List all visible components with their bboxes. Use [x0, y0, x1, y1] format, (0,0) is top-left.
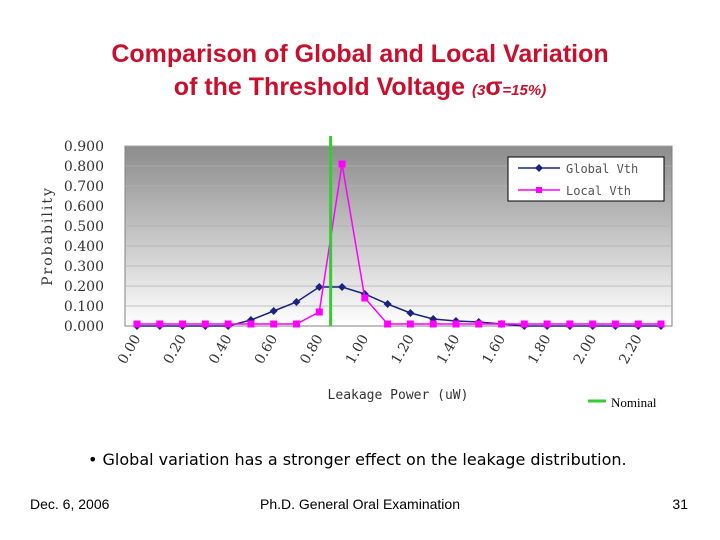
global-vth-point — [406, 309, 415, 317]
title-line-2-text: of the Threshold Voltage — [173, 73, 466, 101]
local-vth-point — [247, 320, 255, 328]
local-vth-point — [452, 320, 460, 328]
local-vth-point — [384, 320, 392, 328]
y-tick-label: 0.800 — [64, 159, 104, 175]
legend-local-label: Local Vth — [566, 184, 631, 198]
global-vth-point — [338, 283, 347, 291]
title-sigma-note: (3σ=15%) — [471, 73, 547, 101]
local-vth-line — [137, 163, 661, 325]
y-tick-label: 0.100 — [64, 299, 104, 315]
local-vth-point — [543, 320, 551, 328]
local-vth-point — [201, 320, 209, 328]
x-tick: 0.20 — [161, 332, 190, 367]
leakage-chart: 0.000 0.100 0.200 0.300 0.400 0.500 0.600 0.700… — [40, 136, 673, 410]
x-tick-label: 1.00 — [343, 332, 372, 367]
y-tick-label: 0.200 — [64, 279, 104, 295]
title-line-1: Comparison of Global and Local Variation — [111, 40, 609, 68]
legend: Global Vth Local Vth — [507, 156, 665, 202]
x-tick-label: 2.20 — [616, 332, 645, 367]
local-vth-point — [475, 320, 483, 328]
local-vth-point — [498, 320, 506, 328]
legend-box — [507, 156, 665, 202]
local-vth-point — [566, 320, 574, 328]
local-vth-point — [270, 320, 278, 328]
x-tick: 0.60 — [252, 332, 281, 367]
footer-date: Dec. 6, 2006 — [30, 496, 110, 512]
global-vth-point — [383, 300, 392, 308]
local-vth-point — [179, 320, 187, 328]
y-tick-label: 0.000 — [64, 319, 104, 335]
local-vth-point — [520, 320, 528, 328]
y-tick-labels: 0.000 0.100 0.200 0.300 0.400 0.500 0.600 0.700… — [64, 139, 104, 335]
x-tick: 1.40 — [434, 332, 463, 367]
x-tick: 0.00 — [115, 332, 144, 367]
bullet-point: • Global variation has a stronger effect… — [88, 450, 627, 469]
x-axis-label: Leakage Power (uW) — [328, 388, 469, 403]
x-tick: 1.00 — [343, 332, 372, 367]
local-vth-point — [292, 320, 300, 328]
global-vth-point — [315, 283, 324, 291]
global-vth-point — [292, 298, 301, 306]
page-number: 31 — [672, 496, 688, 512]
y-tick-label: 0.300 — [64, 259, 104, 275]
x-tick-label: 1.20 — [388, 332, 417, 367]
y-tick-label: 0.600 — [64, 199, 104, 215]
global-vth-point — [269, 307, 278, 315]
x-tick-label: 1.40 — [434, 332, 463, 367]
y-tick-label: 0.700 — [64, 179, 104, 195]
local-vth-point — [338, 160, 346, 168]
legend-global-label: Global Vth — [566, 162, 638, 176]
x-tick-label: 0.20 — [161, 332, 190, 367]
local-vth-point — [224, 320, 232, 328]
series-local-vth — [133, 160, 665, 328]
y-tick-label: 0.900 — [64, 139, 104, 155]
local-vth-point — [429, 320, 437, 328]
x-tick: 2.00 — [571, 332, 600, 367]
x-tick-label: 0.80 — [297, 332, 326, 367]
y-tick-label: 0.500 — [64, 219, 104, 235]
legend-local-marker — [536, 187, 542, 193]
legend-global-marker — [535, 164, 543, 172]
x-tick-label: 2.00 — [571, 332, 600, 367]
nominal-legend-label: Nominal — [611, 395, 657, 410]
local-vth-point — [611, 320, 619, 328]
y-axis-label: Probability — [40, 186, 56, 286]
x-tick-label: 1.80 — [525, 332, 554, 367]
nominal-legend: Nominal — [588, 395, 657, 410]
local-vth-point — [315, 308, 323, 316]
x-tick-label: 1.60 — [480, 332, 509, 367]
local-vth-point — [156, 320, 164, 328]
x-tick: 0.40 — [206, 332, 235, 367]
x-tick: 1.80 — [525, 332, 554, 367]
local-vth-point — [406, 320, 414, 328]
x-tick-label: 0.60 — [252, 332, 281, 367]
footer-title: Ph.D. General Oral Examination — [260, 496, 460, 512]
x-tick-label: 0.00 — [115, 332, 144, 367]
x-tick-label: 0.40 — [206, 332, 235, 367]
y-tick-label: 0.400 — [64, 239, 104, 255]
slide-title: Comparison of Global and Local Variation… — [0, 38, 720, 107]
x-tick: 1.20 — [388, 332, 417, 367]
local-vth-point — [133, 320, 141, 328]
x-tick: 0.80 — [297, 332, 326, 367]
x-tick: 1.60 — [480, 332, 509, 367]
local-vth-point — [361, 294, 369, 302]
x-tick-labels: 0.00 0.20 0.40 0.60 0.80 1.00 1.20 1.40 1.60 1.80… — [115, 332, 646, 367]
x-tick: 2.20 — [616, 332, 645, 367]
title-line-2: of the Threshold Voltage (3σ=15%) — [0, 71, 720, 107]
local-vth-point — [589, 320, 597, 328]
local-vth-point — [634, 320, 642, 328]
local-vth-point — [657, 320, 665, 328]
